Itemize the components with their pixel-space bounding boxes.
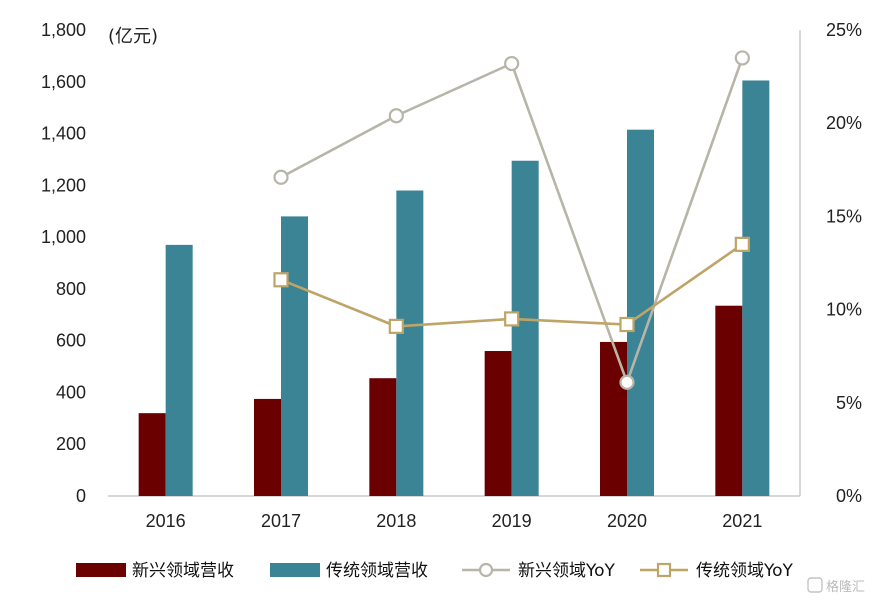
left-tick-label: 200: [56, 434, 86, 454]
bars: [138, 80, 770, 496]
right-tick-label: 20%: [826, 113, 862, 133]
x-tick-label: 2016: [146, 511, 186, 531]
watermark: 格隆汇: [807, 577, 865, 595]
legend-label: 新兴领域YoY: [518, 561, 616, 581]
bar-emerging: [254, 398, 281, 496]
bar-emerging: [715, 305, 743, 496]
right-tick-label: 10%: [826, 300, 862, 320]
bar-traditional: [742, 80, 770, 496]
point-circle: [619, 374, 635, 390]
legend-swatch: [270, 563, 320, 577]
bar-traditional: [281, 216, 308, 496]
legend-marker-square: [656, 562, 672, 578]
point-square: [273, 272, 289, 288]
left-tick-label: 600: [56, 331, 86, 351]
point-circle: [504, 55, 520, 72]
left-tick-label: 1,800: [41, 20, 86, 40]
bar-traditional: [511, 160, 539, 496]
bar-emerging: [484, 351, 512, 496]
legend-label: 传统领域YoY: [696, 561, 794, 581]
left-tick-label: 400: [56, 382, 86, 402]
left-tick-label: 0: [76, 486, 86, 506]
right-tick-label: 0%: [836, 486, 862, 506]
x-tick-label: 2019: [492, 511, 532, 531]
legend-swatch: [76, 563, 126, 577]
lines: [273, 50, 750, 390]
y-axis-unit: (亿元): [108, 26, 158, 47]
legend-marker-circle: [478, 562, 494, 578]
bar-emerging: [369, 378, 397, 496]
right-tick-label: 25%: [826, 20, 862, 40]
left-tick-label: 1,000: [41, 227, 86, 247]
legend: 新兴领域营收 传统领域营收 新兴领域YoY 传统领域YoY: [76, 561, 794, 581]
legend-label: 传统领域营收: [326, 561, 428, 581]
x-tick-label: 2018: [376, 511, 416, 531]
point-square: [504, 311, 520, 327]
legend-label: 新兴领域营收: [132, 561, 234, 581]
left-tick-label: 800: [56, 279, 86, 299]
point-square: [388, 318, 404, 334]
point-square: [734, 236, 750, 252]
bar-traditional: [396, 190, 424, 496]
watermark-logo-icon: [807, 577, 823, 593]
left-tick-label: 1,400: [41, 124, 86, 144]
right-tick-label: 15%: [826, 206, 862, 226]
bar-traditional: [165, 244, 193, 496]
x-axis-ticks: 2016 2017 2018 2019 2020 2021: [146, 511, 763, 531]
left-tick-label: 1,200: [41, 175, 86, 195]
point-circle: [273, 169, 289, 185]
bar-emerging: [138, 413, 166, 496]
x-tick-label: 2021: [722, 511, 762, 531]
point-circle: [388, 108, 404, 124]
left-tick-label: 1,600: [41, 72, 86, 92]
point-square: [619, 316, 635, 333]
x-tick-label: 2020: [607, 511, 647, 531]
bar-emerging: [600, 341, 627, 496]
point-circle: [734, 50, 750, 66]
right-axis-ticks: 0% 5% 10% 15% 20% 25%: [826, 20, 862, 506]
watermark-text: 格隆汇: [826, 579, 865, 595]
x-tick-label: 2017: [261, 511, 301, 531]
left-axis-ticks: 0 200 400 600 800 1,000 1,200 1,400 1,600 1,800: [41, 20, 86, 506]
right-tick-label: 5%: [836, 393, 862, 413]
bar-traditional: [627, 129, 654, 496]
